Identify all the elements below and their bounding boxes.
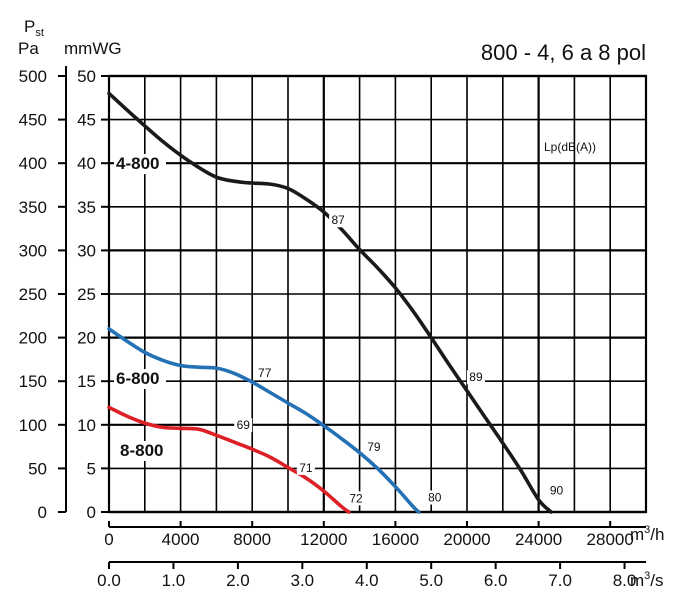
y-tick-label-pa: 0 (38, 503, 47, 522)
y-axis-pa: 0 50 100 150 200 250 300 350 400 450 500 (19, 67, 66, 522)
sound-level-labels: 87 89 90 77 79 80 69 71 72 (234, 213, 566, 506)
y-tick-label-mmwg: 5 (87, 459, 96, 478)
x-tick-label-m3h: 0 (104, 530, 113, 549)
x-unit-m3h: m3/h (630, 524, 664, 544)
sound-level-label: 90 (550, 484, 564, 498)
sound-level-label: 87 (331, 213, 345, 227)
y-tick-label-pa: 350 (19, 198, 47, 217)
x-tick-label-m3s: 6.0 (484, 571, 508, 590)
x-tick-label-m3s: 2.0 (226, 571, 250, 590)
sound-level-label: 79 (367, 440, 381, 454)
x-tick-label-m3h: 4000 (162, 530, 200, 549)
y-tick-label-mmwg: 50 (77, 67, 96, 86)
y-tick-label-pa: 500 (19, 67, 47, 86)
x-tick-label-m3s: 4.0 (355, 571, 379, 590)
sound-level-label: 80 (428, 491, 442, 505)
x-tick-label-m3s: 7.0 (548, 571, 572, 590)
grid (65, 66, 648, 563)
series-labels: 4-800 6-800 8-800 (114, 154, 170, 461)
x-tick-label-m3h: 28000 (587, 530, 634, 549)
series-label-6-800: 6-800 (116, 369, 159, 388)
sound-level-label: 89 (469, 370, 483, 384)
y-tick-label-mmwg: 15 (77, 372, 96, 391)
sound-level-legend: Lp(dB(A)) (544, 140, 596, 154)
y-tick-label-pa: 200 (19, 329, 47, 348)
sound-level-bg (329, 213, 348, 228)
sound-level-bg (296, 460, 315, 475)
x-tick-label-m3s: 3.0 (291, 571, 315, 590)
x-tick-label-m3s: 5.0 (419, 571, 443, 590)
y-tick-label-pa: 450 (19, 111, 47, 130)
series-label-8-800: 8-800 (120, 441, 163, 460)
x-unit-m3s: m3/s (630, 570, 664, 590)
sound-level-bg (425, 490, 444, 505)
sound-level-label: 69 (237, 418, 251, 432)
sound-level-bg (466, 370, 485, 385)
y-tick-label-mmwg: 25 (77, 285, 96, 304)
series-label-bg-8-800 (118, 441, 170, 461)
series-label-4-800: 4-800 (116, 154, 159, 173)
series-group (107, 91, 553, 514)
sound-level-label: 71 (299, 461, 313, 475)
x-axis-m3s: 0.0 1.0 2.0 3.0 4.0 5.0 6.0 7.0 8.0 (97, 562, 636, 590)
x-tick-label-m3s: 0.0 (97, 571, 121, 590)
y-tick-label-mmwg: 40 (77, 154, 96, 173)
sound-level-bg (547, 483, 566, 498)
ylabel-mmwg: mmWG (64, 39, 122, 58)
sound-level-label: 77 (258, 366, 272, 380)
x-tick-label-m3h: 20000 (443, 530, 490, 549)
y-tick-label-pa: 100 (19, 416, 47, 435)
y-tick-label-pa: 150 (19, 372, 47, 391)
y-tick-label-mmwg: 35 (77, 198, 96, 217)
series-label-bg-6-800 (114, 369, 166, 389)
y-tick-label-mmwg: 20 (77, 329, 96, 348)
sound-level-label: 72 (349, 491, 363, 505)
curve-4-800 (107, 91, 553, 514)
sound-level-bg (234, 418, 253, 433)
sound-level-bg (255, 365, 274, 380)
y-tick-label-mmwg: 45 (77, 111, 96, 130)
chart-title: 800 - 4, 6 a 8 pol (481, 40, 646, 65)
series-label-bg-4-800 (114, 154, 166, 174)
y-tick-label-mmwg: 0 (87, 503, 96, 522)
y-tick-label-pa: 50 (28, 459, 47, 478)
sound-level-bg (364, 439, 383, 454)
x-axis-m3h: 0 4000 8000 12000 16000 20000 24000 28000 (104, 521, 634, 549)
curve-6-800 (107, 327, 421, 514)
x-tick-label-m3h: 8000 (233, 530, 271, 549)
x-tick-label-m3h: 24000 (515, 530, 562, 549)
y-tick-label-pa: 400 (19, 154, 47, 173)
x-tick-label-m3h: 16000 (372, 530, 419, 549)
y-tick-label-pa: 250 (19, 285, 47, 304)
x-tick-label-m3h: 12000 (300, 530, 347, 549)
x-tick-label-m3s: 8.0 (613, 571, 637, 590)
y-tick-label-mmwg: 10 (77, 416, 96, 435)
curve-8-800 (107, 405, 351, 514)
y-axis-mmwg: 0 5 10 15 20 25 30 35 40 45 50 (77, 67, 109, 522)
y-tick-label-pa: 300 (19, 241, 47, 260)
x-tick-label-m3s: 1.0 (162, 571, 186, 590)
ylabel-symbol: Pst (24, 17, 44, 39)
sound-level-bg (347, 491, 366, 506)
y-tick-label-mmwg: 30 (77, 241, 96, 260)
ylabel-pa: Pa (18, 39, 39, 58)
